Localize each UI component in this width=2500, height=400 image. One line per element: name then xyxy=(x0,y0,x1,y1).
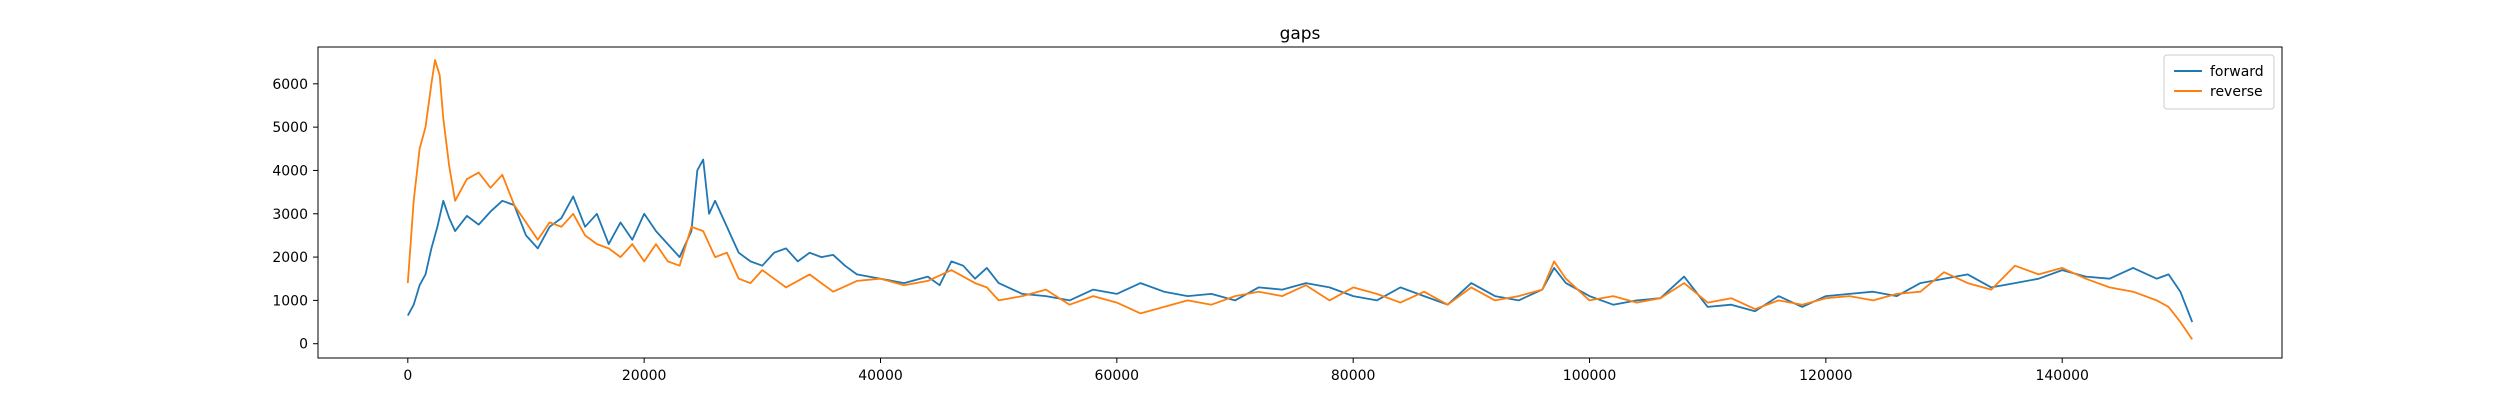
y-tick-label: 0 xyxy=(299,337,308,353)
plot-frame xyxy=(317,46,2283,359)
x-tick-label: 40000 xyxy=(858,368,903,384)
y-axis: 0 1000 2000 3000 4000 5000 6000 xyxy=(272,77,318,353)
x-tick-label: 0 xyxy=(403,368,412,384)
series-line-reverse xyxy=(406,59,2193,340)
legend-label-reverse: reverse xyxy=(2210,84,2263,100)
y-tick-label: 2000 xyxy=(272,250,308,266)
y-tick-label: 6000 xyxy=(272,77,308,93)
legend: forward reverse xyxy=(2163,54,2275,110)
y-tick-label: 4000 xyxy=(272,163,308,179)
legend-box xyxy=(2163,54,2275,110)
plot-lines xyxy=(406,59,2194,340)
x-tick-label: 80000 xyxy=(1331,368,1376,384)
x-tick-label: 60000 xyxy=(1095,368,1140,384)
x-tick-label: 140000 xyxy=(2035,368,2088,384)
x-axis: 0 20000 40000 60000 80000 100000 120000 140000 xyxy=(403,358,2089,384)
y-tick-label: 1000 xyxy=(272,293,308,309)
series-line-forward xyxy=(407,158,2194,323)
x-tick-label: 120000 xyxy=(1799,368,1852,384)
legend-label-forward: forward xyxy=(2210,64,2264,80)
y-tick-label: 3000 xyxy=(272,207,308,223)
y-tick-label: 5000 xyxy=(272,120,308,136)
chart-title: gaps xyxy=(1280,24,1321,44)
x-tick-label: 20000 xyxy=(622,368,667,384)
x-tick-label: 100000 xyxy=(1563,368,1616,384)
